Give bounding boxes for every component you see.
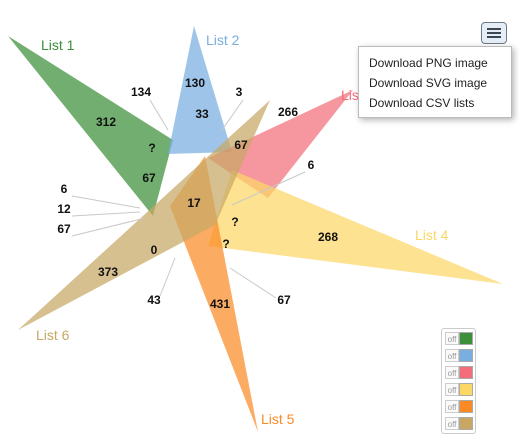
region-value: ? xyxy=(222,237,229,251)
set-label-2: List 2 xyxy=(206,32,240,48)
region-value: 67 xyxy=(57,222,71,236)
toggle-swatch xyxy=(459,383,473,396)
region-value: 0 xyxy=(151,243,158,257)
toggle-label: off xyxy=(445,400,459,413)
venn-set-3-shape xyxy=(208,90,353,198)
toggle-list-4[interactable]: off xyxy=(445,383,473,396)
toggle-list-5[interactable]: off xyxy=(445,400,473,413)
leader-line xyxy=(221,99,244,131)
toggle-swatch xyxy=(459,332,473,345)
set-label-1: List 1 xyxy=(41,37,75,53)
toggle-list-2[interactable]: off xyxy=(445,349,473,362)
leader-line xyxy=(231,171,306,206)
region-value: 130 xyxy=(185,76,205,90)
leader-line xyxy=(159,257,176,297)
region-value: 12 xyxy=(57,202,71,216)
region-value: 67 xyxy=(234,138,248,152)
region-value: 3 xyxy=(236,85,243,99)
toggle-swatch xyxy=(459,366,473,379)
download-png-item[interactable]: Download PNG image xyxy=(369,56,488,70)
leader-line xyxy=(71,217,146,237)
region-value: 67 xyxy=(142,171,156,185)
toggle-label: off xyxy=(445,383,459,396)
set-toggle-panel: off off off off off off xyxy=(441,328,476,434)
toggle-label: off xyxy=(445,349,459,362)
set-label-6: List 6 xyxy=(36,327,70,343)
download-csv-item[interactable]: Download CSV lists xyxy=(369,96,475,110)
toggle-label: off xyxy=(445,417,459,430)
hamburger-icon xyxy=(487,36,501,38)
toggle-list-6[interactable]: off xyxy=(445,417,473,430)
region-value: 268 xyxy=(318,230,338,244)
leader-line xyxy=(71,195,141,209)
toggle-label: off xyxy=(445,332,459,345)
region-value: 17 xyxy=(187,196,201,210)
region-value: 312 xyxy=(96,115,116,129)
venn-set-6-shape xyxy=(18,100,270,330)
venn-set-2-shape xyxy=(168,26,232,154)
region-value: 6 xyxy=(308,158,315,172)
set-label-4: List 4 xyxy=(415,227,449,243)
toggle-list-3[interactable]: off xyxy=(445,366,473,379)
leader-line xyxy=(229,267,277,299)
region-value: ? xyxy=(231,215,238,229)
region-value: ? xyxy=(148,141,155,155)
region-value: 266 xyxy=(278,105,298,119)
region-value: 373 xyxy=(98,265,118,279)
region-value: 6 xyxy=(61,182,68,196)
region-value: 431 xyxy=(210,297,230,311)
set-label-5: List 5 xyxy=(261,411,295,427)
region-value: 33 xyxy=(195,107,209,121)
toggle-label: off xyxy=(445,366,459,379)
leader-line xyxy=(149,99,169,131)
leader-lines xyxy=(71,99,306,299)
leader-line xyxy=(71,211,141,217)
menu-button[interactable] xyxy=(481,22,507,44)
toggle-swatch xyxy=(459,417,473,430)
toggle-swatch xyxy=(459,400,473,413)
toggle-list-1[interactable]: off xyxy=(445,332,473,345)
toggle-swatch xyxy=(459,349,473,362)
venn-set-4-shape xyxy=(208,170,503,284)
hamburger-icon xyxy=(487,28,501,30)
region-value: 67 xyxy=(277,293,291,307)
hamburger-icon xyxy=(487,32,501,34)
venn-shapes xyxy=(8,26,503,432)
region-value: 43 xyxy=(147,293,161,307)
download-svg-item[interactable]: Download SVG image xyxy=(369,76,488,90)
region-value: 134 xyxy=(131,85,151,99)
venn-set-1-shape xyxy=(8,36,173,216)
export-menu: Download PNG image Download SVG image Do… xyxy=(358,46,512,118)
